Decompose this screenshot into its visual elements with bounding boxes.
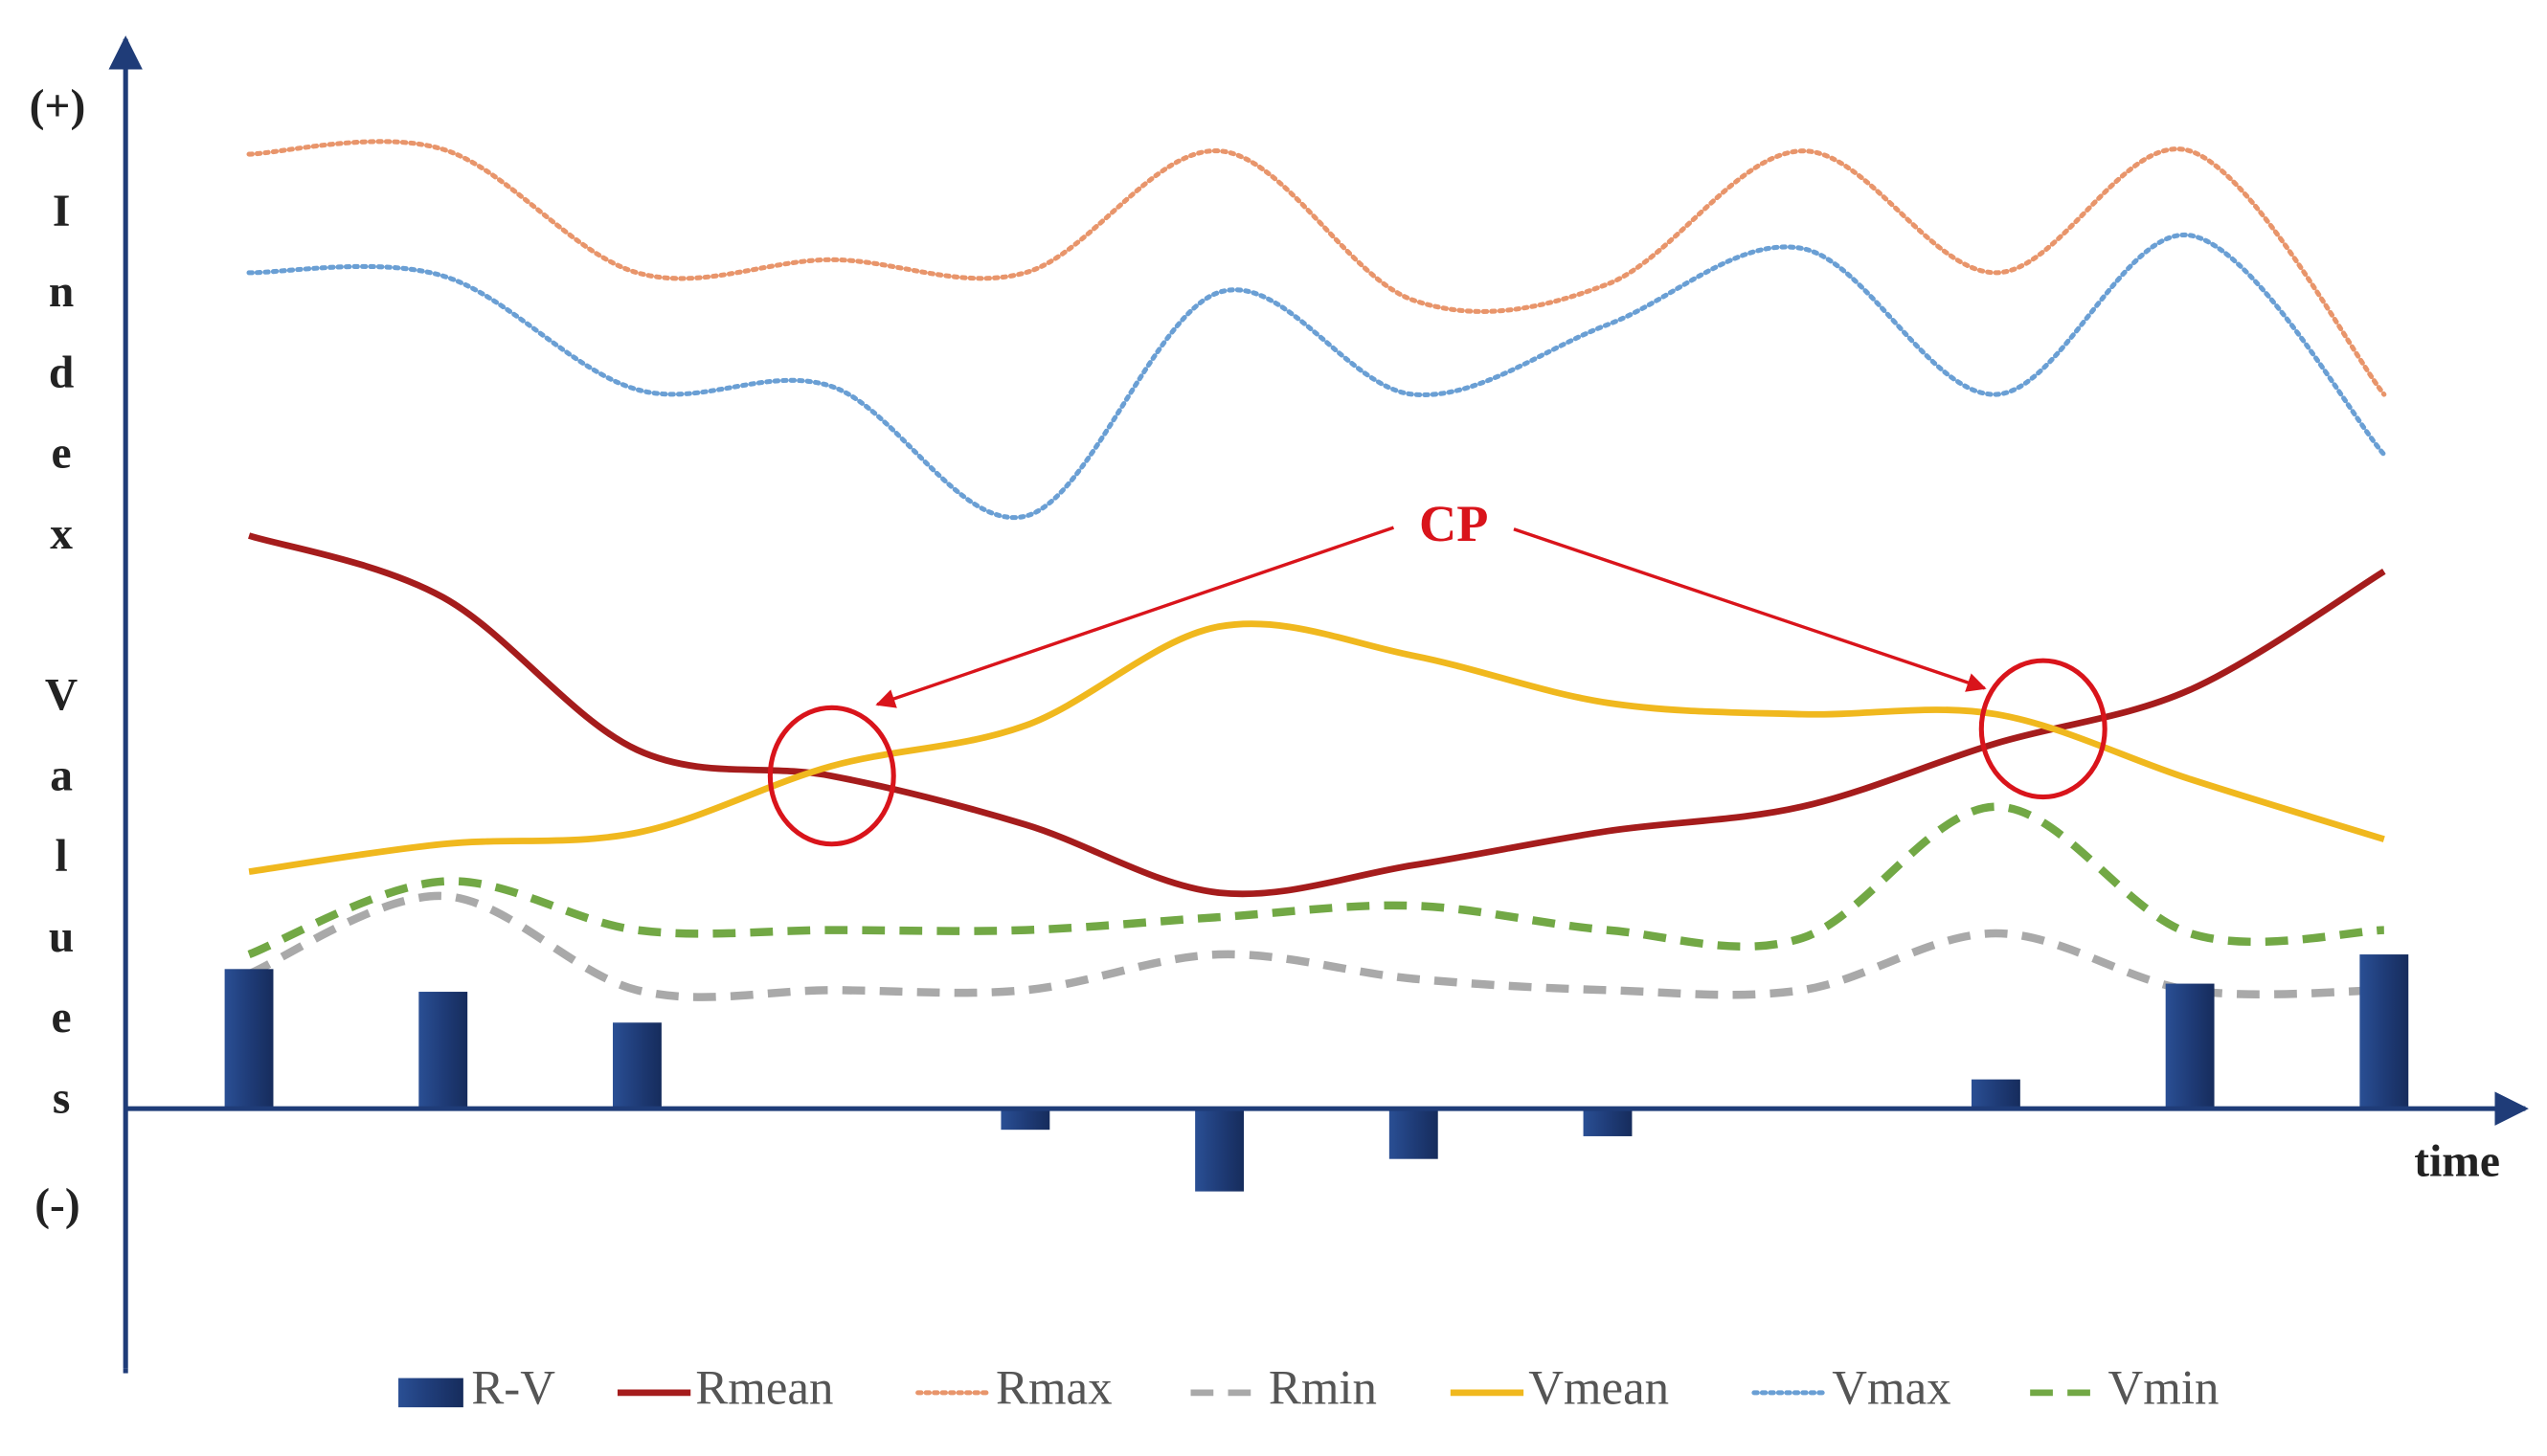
legend-label: Rmax xyxy=(996,1362,1113,1416)
line-rmax xyxy=(246,139,2387,397)
legend-label: R-V xyxy=(471,1362,555,1416)
bar xyxy=(613,1022,662,1109)
line-vmax xyxy=(246,233,2387,521)
x-label: time xyxy=(2414,1136,2500,1186)
legend-swatch xyxy=(398,1378,463,1408)
legend-label: Vmean xyxy=(1528,1362,1669,1416)
bar xyxy=(1388,1109,1438,1159)
cp-arrow xyxy=(875,526,1395,708)
line-rmin xyxy=(247,891,2384,1001)
bar xyxy=(1971,1079,2020,1109)
y-label-top: (+) xyxy=(30,81,86,131)
legend-label: Rmin xyxy=(1269,1362,1377,1416)
bar xyxy=(1583,1109,1633,1136)
bar xyxy=(1001,1109,1050,1131)
cp-arrow xyxy=(1513,527,1987,692)
bar xyxy=(1195,1109,1245,1192)
bar xyxy=(2359,954,2409,1109)
legend-label: Vmin xyxy=(2108,1362,2220,1416)
bar xyxy=(2165,983,2215,1109)
line-vmin xyxy=(247,802,2384,959)
line-rmean xyxy=(248,532,2386,898)
cp-circle xyxy=(1978,658,2107,800)
legend-label: Vmax xyxy=(1832,1362,1950,1416)
annotation: CP xyxy=(1419,495,1488,552)
y-label-bottom: (-) xyxy=(34,1180,79,1230)
y-label: Index Values xyxy=(36,187,86,1154)
bar xyxy=(224,969,274,1109)
legend-label: Rmean xyxy=(695,1362,833,1416)
bar xyxy=(418,992,468,1109)
cp-circle xyxy=(767,705,896,847)
line-vmean xyxy=(248,620,2385,875)
